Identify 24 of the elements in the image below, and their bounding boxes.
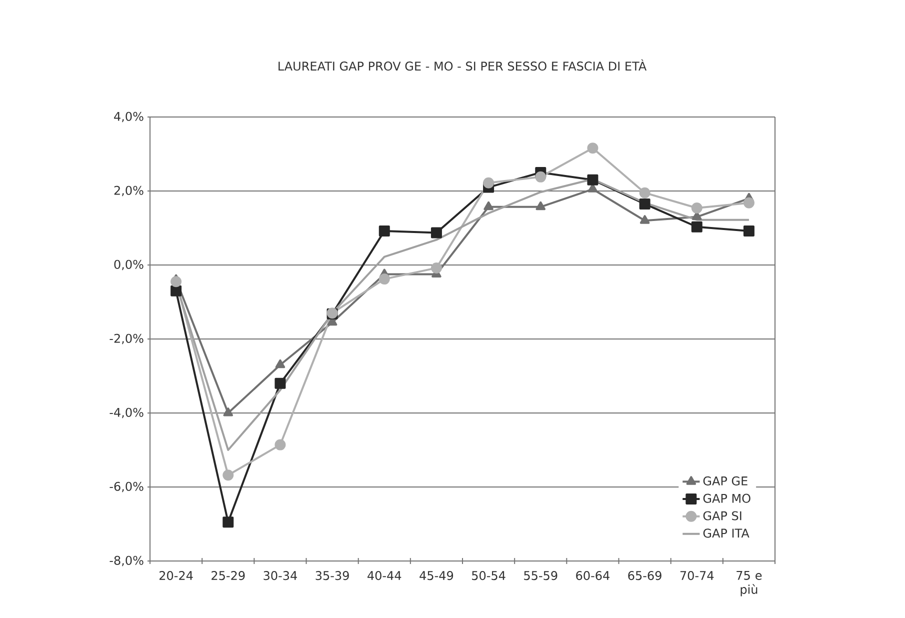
legend-label: GAP GE <box>703 476 748 486</box>
legend-label: GAP SI <box>703 511 742 520</box>
x-tick-label: 25-29 <box>212 571 245 580</box>
x-tick-label: 20-24 <box>159 571 193 580</box>
x-tick-label: 65-69 <box>628 571 662 580</box>
x-tick-label: 45-49 <box>420 571 454 580</box>
y-tick-label: 4,0% <box>114 112 144 122</box>
x-tick-label: 55-59 <box>524 571 558 580</box>
x-tick-label: 30-34 <box>264 571 297 580</box>
legend-label: GAP ITA <box>703 528 750 538</box>
x-tick-label: 60-64 <box>576 571 610 580</box>
y-tick-label: -2,0% <box>110 334 144 344</box>
chart-title: LAUREATI GAP PROV GE - MO - SI PER SESSO E FASCIA DI ETÀ <box>278 59 647 71</box>
x-tick-label: 35-39 <box>316 571 349 580</box>
y-tick-label: -4,0% <box>110 408 144 418</box>
y-tick-label: 2,0% <box>114 186 144 196</box>
x-tick-label: 40-44 <box>368 571 402 580</box>
x-tick-label: 75 e più <box>736 571 762 596</box>
y-tick-label: -8,0% <box>110 556 144 566</box>
x-tick-label: 70-74 <box>680 571 714 580</box>
x-tick-label: 50-54 <box>472 571 506 580</box>
y-tick-label: -6,0% <box>110 482 144 492</box>
y-tick-label: 0,0% <box>114 260 144 270</box>
legend-label: GAP MO <box>703 494 750 503</box>
